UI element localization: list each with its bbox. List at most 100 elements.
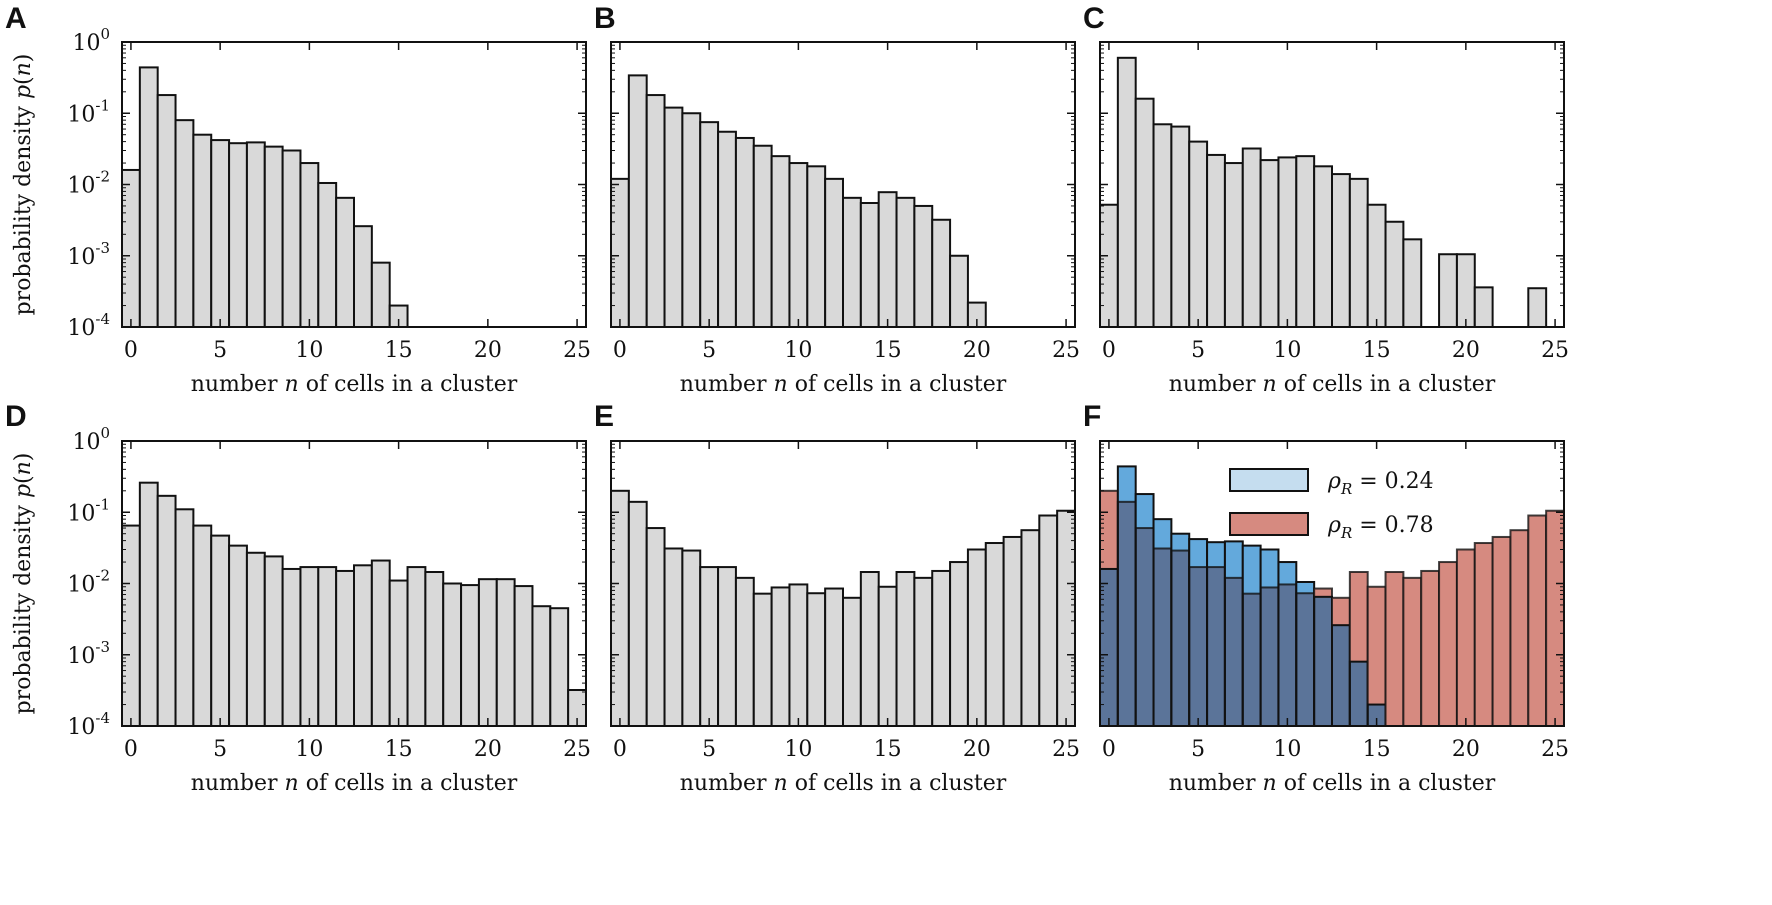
histogram-bar-24 <box>1020 529 1041 727</box>
histogram-bar-25 <box>1038 514 1059 727</box>
histogram-bar-13 <box>824 177 845 328</box>
x-tick-label: 20 <box>1452 338 1480 363</box>
histogram-bar-10 <box>770 155 791 328</box>
histogram-bar-5 <box>192 133 213 328</box>
x-tick-label: 10 <box>1273 338 1301 363</box>
x-tick-label: 0 <box>1102 737 1116 762</box>
y-tick-label: 10-2 <box>67 567 110 598</box>
red-bar-18 <box>1403 577 1422 726</box>
histogram-bar-23 <box>1002 535 1023 728</box>
x-tick-label: 25 <box>1052 737 1080 762</box>
histogram-bar-18 <box>913 576 934 727</box>
histogram-bar-8 <box>1223 162 1244 328</box>
histogram-bar-6 <box>699 121 720 328</box>
x-tick-label: 25 <box>563 338 591 363</box>
histogram-bar-14 <box>353 564 373 727</box>
overlap-bar-7 <box>1207 567 1225 726</box>
panel-letter-D: D <box>5 400 27 433</box>
x-tick-label: 0 <box>124 737 138 762</box>
histogram-bar-13 <box>1313 165 1333 328</box>
histogram-bar-20 <box>949 561 969 728</box>
histogram-bar-16 <box>877 191 898 328</box>
legend-swatch-1 <box>1229 468 1309 492</box>
histogram-bar-5 <box>1170 125 1191 328</box>
x-tick-label: 15 <box>385 737 413 762</box>
histogram-bar-12 <box>317 181 338 328</box>
histogram-bar-15 <box>370 261 391 329</box>
histogram-bar-10 <box>281 149 302 328</box>
histogram-bar-21 <box>966 548 987 728</box>
histogram-bar-2 <box>138 66 159 329</box>
y-tick-label: 10-3 <box>67 239 110 270</box>
overlap-bar-12 <box>1296 593 1315 726</box>
histogram-bar-12 <box>317 566 338 727</box>
overlap-bar-11 <box>1278 584 1297 726</box>
panel-F: FρR = 0.24 ρR = 0.78 0 5 10 15 20 25 number n of… <box>1083 400 1569 796</box>
histogram-bar-1 <box>610 489 630 727</box>
x-tick-label: 5 <box>702 338 716 363</box>
histogram-bar-9 <box>263 555 284 728</box>
overlap-bar-4 <box>1153 548 1172 726</box>
histogram-bar-11 <box>788 162 809 328</box>
histogram-bar-6 <box>699 566 720 727</box>
red-bar-21 <box>1456 549 1475 726</box>
histogram-bar-15 <box>859 571 880 727</box>
histogram-bar-15 <box>859 201 880 328</box>
histogram-bar-20 <box>1438 253 1458 328</box>
y-tick-label: 100 <box>72 25 110 56</box>
histogram-bar-18 <box>424 571 445 727</box>
histogram-bar-7 <box>717 566 737 727</box>
histogram-bar-2 <box>627 500 648 727</box>
x-tick-label: 20 <box>963 338 991 363</box>
histogram-bar-3 <box>1134 97 1155 328</box>
x-tick-label: 5 <box>213 338 227 363</box>
x-tick-label: 10 <box>1273 737 1301 762</box>
y-tick-label: 10-1 <box>67 96 110 127</box>
overlap-bar-3 <box>1135 528 1154 726</box>
legend-label-2: ρR = 0.78 <box>1327 513 1434 542</box>
x-tick-label: 15 <box>874 737 902 762</box>
legend-swatch-2 <box>1229 512 1309 536</box>
x-tick-label: 5 <box>1191 737 1205 762</box>
histogram-bar-2 <box>627 74 648 328</box>
histogram-bar-7 <box>228 544 248 728</box>
red-bar-16 <box>1367 586 1386 726</box>
histogram-bar-10 <box>1259 159 1280 328</box>
x-tick-label: 5 <box>213 737 227 762</box>
histogram-bar-7 <box>717 130 737 328</box>
panel-letter-E: E <box>594 400 614 433</box>
panel-letter-C: C <box>1083 2 1105 35</box>
histogram-bar-20 <box>460 584 480 728</box>
histogram-bar-2 <box>138 481 159 727</box>
overlap-bar-15 <box>1349 661 1368 726</box>
histogram-bar-12 <box>1295 155 1316 328</box>
histogram-bar-4 <box>1152 123 1173 329</box>
histogram-bar-17 <box>1384 220 1405 328</box>
histogram-bar-25 <box>1527 287 1548 328</box>
legend-label-1: ρR = 0.24 <box>1327 469 1434 498</box>
overlap-bar-1 <box>1100 568 1118 726</box>
histogram-bar-21 <box>477 578 498 728</box>
histogram-bar-9 <box>752 592 773 727</box>
red-bar-25 <box>1528 515 1547 726</box>
y-axis-label: probability density p(n) <box>11 453 36 715</box>
histogram-bar-19 <box>931 569 952 727</box>
x-tick-label: 10 <box>295 737 323 762</box>
x-tick-label: 15 <box>1363 737 1391 762</box>
x-tick-label: 20 <box>474 338 502 363</box>
histogram-bar-11 <box>1277 156 1298 328</box>
histogram-bar-9 <box>1241 147 1262 328</box>
histogram-bar-14 <box>842 196 862 328</box>
histogram-bar-13 <box>335 196 355 328</box>
red-bar-26 <box>1546 510 1564 726</box>
histogram-bar-4 <box>174 119 195 329</box>
panel-E: E 0 5 10 15 20 25 number n of cells in a cluste… <box>594 400 1080 796</box>
x-tick-label: 0 <box>613 737 627 762</box>
x-tick-label: 10 <box>784 338 812 363</box>
x-axis-label: number n of cells in a cluster <box>1169 372 1496 397</box>
histogram-bar-2 <box>1116 56 1137 328</box>
x-tick-label: 25 <box>563 737 591 762</box>
histogram-bar-8 <box>245 141 266 328</box>
x-tick-label: 0 <box>1102 338 1116 363</box>
x-tick-label: 5 <box>702 737 716 762</box>
